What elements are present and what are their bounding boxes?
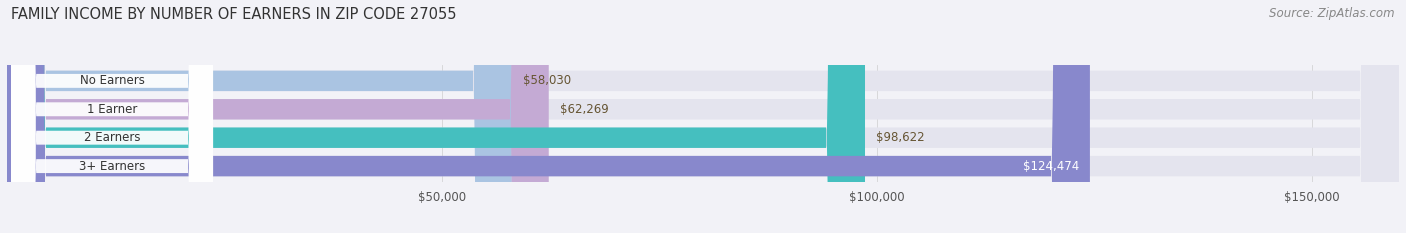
- FancyBboxPatch shape: [11, 0, 214, 233]
- FancyBboxPatch shape: [7, 0, 1090, 233]
- FancyBboxPatch shape: [7, 0, 865, 233]
- FancyBboxPatch shape: [11, 0, 214, 233]
- Text: 3+ Earners: 3+ Earners: [79, 160, 145, 173]
- FancyBboxPatch shape: [11, 0, 214, 233]
- FancyBboxPatch shape: [7, 0, 1399, 233]
- FancyBboxPatch shape: [7, 0, 548, 233]
- Text: $62,269: $62,269: [560, 103, 609, 116]
- FancyBboxPatch shape: [7, 0, 512, 233]
- FancyBboxPatch shape: [7, 0, 1399, 233]
- Text: $58,030: $58,030: [523, 74, 571, 87]
- Text: No Earners: No Earners: [80, 74, 145, 87]
- Text: FAMILY INCOME BY NUMBER OF EARNERS IN ZIP CODE 27055: FAMILY INCOME BY NUMBER OF EARNERS IN ZI…: [11, 7, 457, 22]
- FancyBboxPatch shape: [7, 0, 1399, 233]
- Text: 1 Earner: 1 Earner: [87, 103, 138, 116]
- Text: $98,622: $98,622: [876, 131, 925, 144]
- Text: Source: ZipAtlas.com: Source: ZipAtlas.com: [1270, 7, 1395, 20]
- Text: $124,474: $124,474: [1022, 160, 1078, 173]
- FancyBboxPatch shape: [7, 0, 1399, 233]
- Text: 2 Earners: 2 Earners: [84, 131, 141, 144]
- FancyBboxPatch shape: [11, 0, 214, 233]
